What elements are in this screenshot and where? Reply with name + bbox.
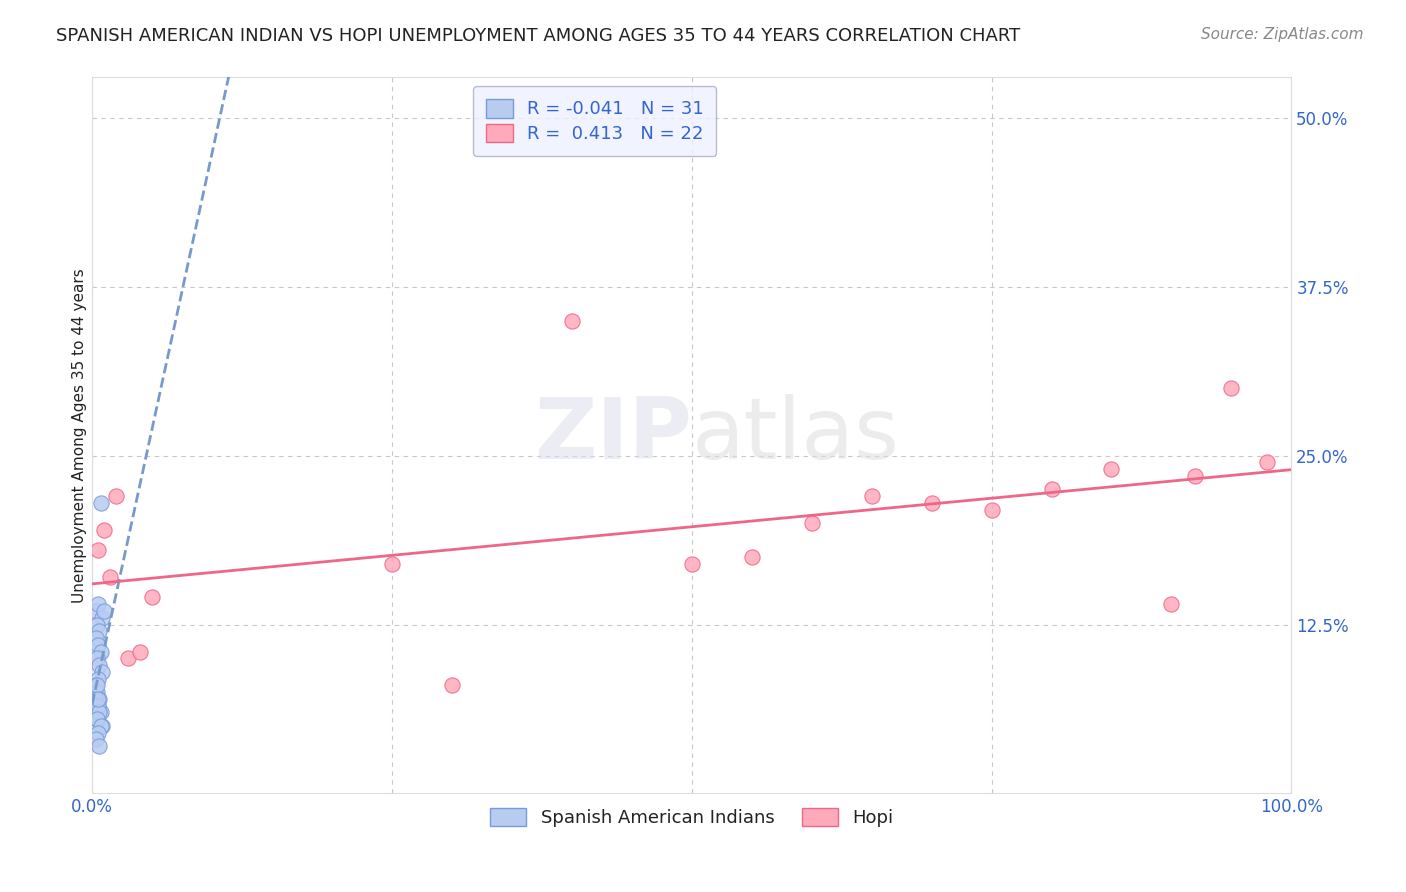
Point <box>90 719 112 733</box>
Point <box>561 313 583 327</box>
Point <box>87 672 110 686</box>
Point <box>105 489 128 503</box>
Point <box>86 617 108 632</box>
Point <box>87 638 110 652</box>
Point <box>87 597 110 611</box>
Point <box>90 611 112 625</box>
Point <box>86 678 108 692</box>
Point <box>89 739 111 753</box>
Point <box>141 591 163 605</box>
Point <box>86 685 108 699</box>
Point <box>93 523 115 537</box>
Point <box>87 698 110 713</box>
Point <box>86 712 108 726</box>
Point <box>86 712 108 726</box>
Point <box>681 557 703 571</box>
Point <box>84 678 107 692</box>
Text: SPANISH AMERICAN INDIAN VS HOPI UNEMPLOYMENT AMONG AGES 35 TO 44 YEARS CORRELATI: SPANISH AMERICAN INDIAN VS HOPI UNEMPLOY… <box>56 27 1021 45</box>
Point <box>921 496 943 510</box>
Point <box>84 604 107 618</box>
Point <box>980 502 1002 516</box>
Point <box>1101 462 1123 476</box>
Point <box>90 644 112 658</box>
Point <box>98 570 121 584</box>
Point <box>87 691 110 706</box>
Point <box>1160 597 1182 611</box>
Point <box>800 516 823 531</box>
Point <box>87 543 110 558</box>
Point <box>1184 469 1206 483</box>
Point <box>90 719 112 733</box>
Y-axis label: Unemployment Among Ages 35 to 44 years: Unemployment Among Ages 35 to 44 years <box>72 268 87 603</box>
Point <box>129 644 152 658</box>
Point <box>860 489 883 503</box>
Point <box>93 604 115 618</box>
Point <box>90 665 112 679</box>
Text: atlas: atlas <box>692 394 900 477</box>
Point <box>89 691 111 706</box>
Legend: Spanish American Indians, Hopi: Spanish American Indians, Hopi <box>484 801 900 834</box>
Point <box>86 651 108 665</box>
Point <box>87 698 110 713</box>
Point <box>381 557 404 571</box>
Point <box>84 631 107 645</box>
Point <box>117 651 139 665</box>
Point <box>84 691 107 706</box>
Point <box>1220 381 1243 395</box>
Point <box>1256 455 1278 469</box>
Point <box>440 678 463 692</box>
Point <box>90 706 112 720</box>
Text: ZIP: ZIP <box>534 394 692 477</box>
Point <box>87 725 110 739</box>
Point <box>89 658 111 673</box>
Point <box>1040 483 1063 497</box>
Point <box>741 549 763 564</box>
Point <box>84 732 107 747</box>
Point <box>90 496 112 510</box>
Text: Source: ZipAtlas.com: Source: ZipAtlas.com <box>1201 27 1364 42</box>
Point <box>89 624 111 639</box>
Point <box>89 706 111 720</box>
